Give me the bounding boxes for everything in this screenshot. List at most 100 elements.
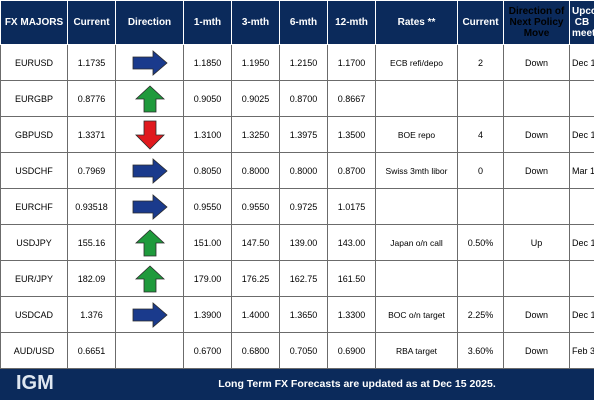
direction-cell [115,44,184,81]
forecast-1m-cell: 0.6700 [183,332,232,369]
current-cell: 1.3371 [67,116,116,153]
forecast-12m-cell: 1.1700 [327,44,376,81]
next-move-cell: Down [503,296,570,333]
current-cell: 0.93518 [67,188,116,225]
logo-text: IGM [16,372,54,394]
header-current: Current [67,0,116,45]
forecast-3m-cell: 1.3250 [231,116,280,153]
next-move-cell: Down [503,116,570,153]
forecast-1m-cell: 1.1850 [183,44,232,81]
pair-cell: USDCHF [0,152,68,189]
table-row: GBPUSD 1.3371 1.3100 1.3250 1.3975 1.3500 BOE … [0,116,594,153]
next-move-cell [503,80,570,117]
next-move-cell [503,260,570,297]
forecast-3m-cell: 0.8000 [231,152,280,189]
pair-cell: EURUSD [0,44,68,81]
rate-current-cell [457,260,504,297]
forecast-6m-cell: 0.8700 [279,80,328,117]
forecast-6m-cell: 1.2150 [279,44,328,81]
pair-cell: GBPUSD [0,116,68,153]
meeting-cell: Dec 18 2025 [569,44,594,81]
forecast-3m-cell: 1.1950 [231,44,280,81]
rate-current-cell: 0.50% [457,224,504,261]
meeting-cell [569,188,594,225]
rate-current-cell: 3.60% [457,332,504,369]
forecast-3m-cell: 0.9550 [231,188,280,225]
direction-cell [115,80,184,117]
forecast-6m-cell: 0.9725 [279,188,328,225]
footer-bar: IGM Long Term FX Forecasts are updated a… [0,369,594,400]
forecast-1m-cell: 1.3900 [183,296,232,333]
rate-name-cell [375,260,458,297]
arrow-up-icon [134,264,165,292]
arrow-down-icon [134,120,165,150]
rate-name-cell [375,80,458,117]
current-cell: 0.7969 [67,152,116,189]
pair-cell: EURGBP [0,80,68,117]
table-row: EURCHF 0.93518 0.9550 0.9550 0.9725 1.0175 [0,188,594,225]
next-move-cell [503,188,570,225]
direction-cell [115,152,184,189]
rate-current-cell [457,80,504,117]
direction-cell [115,224,184,261]
forecast-1m-cell: 0.8050 [183,152,232,189]
table-row: USDJPY 155.16 151.00 147.50 139.00 143.00 Japa… [0,224,594,261]
forecast-3m-cell: 176.25 [231,260,280,297]
header-current-rate: Current [457,0,504,45]
forecast-1m-cell: 1.3100 [183,116,232,153]
meeting-cell [569,80,594,117]
rate-current-cell [457,188,504,225]
forecast-12m-cell: 0.6900 [327,332,376,369]
arrow-up-icon [134,228,165,256]
forecast-12m-cell: 1.3500 [327,116,376,153]
header-12-mth: 12-mth [327,0,376,45]
current-cell: 1.376 [67,296,116,333]
current-cell: 1.1735 [67,44,116,81]
current-cell: 155.16 [67,224,116,261]
forecast-12m-cell: 1.0175 [327,188,376,225]
table-row: EURUSD 1.1735 1.1850 1.1950 1.2150 1.1700 ECB … [0,44,594,81]
direction-cell [115,260,184,297]
forecast-12m-cell: 161.50 [327,260,376,297]
forecast-6m-cell: 1.3975 [279,116,328,153]
footer-note: Long Term FX Forecasts are updated as at… [218,378,496,390]
rate-current-cell: 2.25% [457,296,504,333]
forecast-6m-cell: 0.7050 [279,332,328,369]
rate-name-cell: RBA target [375,332,458,369]
forecast-12m-cell: 0.8700 [327,152,376,189]
direction-cell [115,332,184,369]
pair-cell: USDCAD [0,296,68,333]
meeting-cell: Mar 19 2026 [569,152,594,189]
header-3-mth: 3-mth [231,0,280,45]
forecast-1m-cell: 151.00 [183,224,232,261]
direction-cell [115,188,184,225]
meeting-cell: Feb 3 2026 [569,332,594,369]
rate-current-cell: 2 [457,44,504,81]
table-row: USDCHF 0.7969 0.8050 0.8000 0.8000 0.8700 Swis… [0,152,594,189]
current-cell: 182.09 [67,260,116,297]
pair-cell: EURCHF [0,188,68,225]
forecast-6m-cell: 0.8000 [279,152,328,189]
forecast-1m-cell: 179.00 [183,260,232,297]
pair-cell: EUR/JPY [0,260,68,297]
meeting-cell [569,260,594,297]
pair-cell: USDJPY [0,224,68,261]
next-move-cell: Down [503,44,570,81]
current-cell: 0.8776 [67,80,116,117]
direction-cell [115,116,184,153]
forecast-3m-cell: 0.9025 [231,80,280,117]
direction-cell [115,296,184,333]
meeting-cell: Dec 10 2025 [569,296,594,333]
forecast-12m-cell: 1.3300 [327,296,376,333]
forecast-12m-cell: 0.8667 [327,80,376,117]
header-direction: Direction [115,0,184,45]
forecast-1m-cell: 0.9550 [183,188,232,225]
forecast-12m-cell: 143.00 [327,224,376,261]
current-cell: 0.6651 [67,332,116,369]
rate-name-cell: Swiss 3mth libor [375,152,458,189]
forecast-1m-cell: 0.9050 [183,80,232,117]
forecast-6m-cell: 162.75 [279,260,328,297]
forecast-6m-cell: 139.00 [279,224,328,261]
meeting-cell: Dec 19 2025 [569,224,594,261]
table-row: AUD/USD 0.6651 0.6700 0.6800 0.7050 0.6900 RBA… [0,332,594,369]
